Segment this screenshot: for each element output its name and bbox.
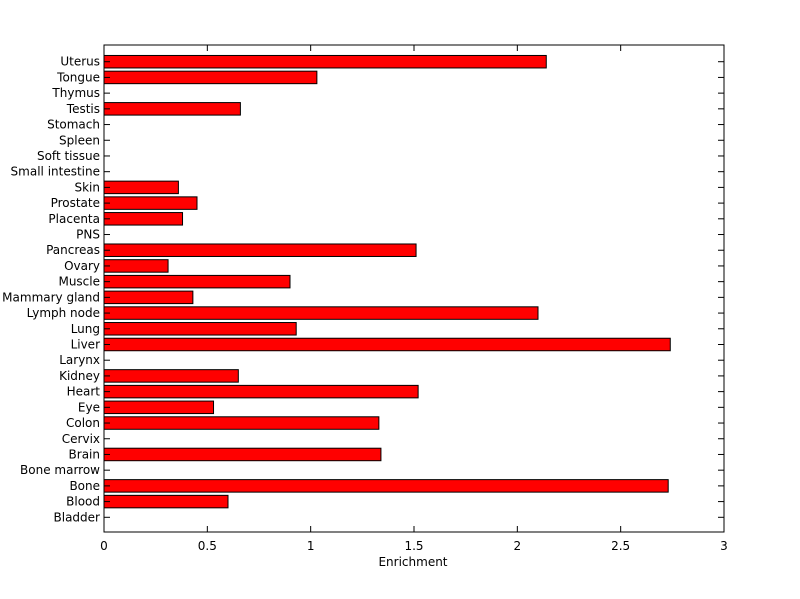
y-tick-label-pns: PNS xyxy=(76,228,100,242)
y-tick-label-liver: Liver xyxy=(71,337,101,351)
y-tick-label-brain: Brain xyxy=(69,447,100,461)
y-tick-label-muscle: Muscle xyxy=(58,275,100,289)
x-tick-label: 0 xyxy=(100,539,108,553)
bar-tongue xyxy=(103,70,318,85)
bar-eye xyxy=(103,400,215,415)
bar-mammary-gland xyxy=(103,290,194,305)
x-tick-label: 2 xyxy=(514,539,522,553)
y-tick-label-small-intestine: Small intestine xyxy=(11,165,100,179)
bar-skin xyxy=(103,180,179,195)
y-tick-label-pancreas: Pancreas xyxy=(46,243,100,257)
bar-placenta xyxy=(103,212,184,226)
y-tick-label-colon: Colon xyxy=(66,416,100,430)
bar-lung xyxy=(103,322,297,336)
x-tick-label: 0.5 xyxy=(198,539,217,553)
bar-bone xyxy=(103,479,669,493)
y-tick-label-heart: Heart xyxy=(67,385,101,399)
bar-blood xyxy=(103,494,229,509)
plot-frame xyxy=(103,44,725,533)
y-tick-label-ovary: Ovary xyxy=(64,259,100,273)
y-tick-label-spleen: Spleen xyxy=(59,133,100,147)
y-tick-label-cervix: Cervix xyxy=(62,432,100,446)
x-axis-label: Enrichment xyxy=(378,555,447,569)
y-tick-label-thymus: Thymus xyxy=(51,86,100,100)
y-tick-label-skin: Skin xyxy=(74,180,100,194)
y-tick-label-eye: Eye xyxy=(78,400,100,414)
x-tick-label: 3 xyxy=(720,539,728,553)
bar-prostate xyxy=(103,196,198,210)
y-tick-label-kidney: Kidney xyxy=(59,369,100,383)
y-tick-label-stomach: Stomach xyxy=(47,118,100,132)
y-tick-label-testis: Testis xyxy=(66,102,100,116)
y-tick-label-bone: Bone xyxy=(69,479,100,493)
y-tick-label-uterus: Uterus xyxy=(60,55,100,69)
x-tick-label: 1.5 xyxy=(404,539,423,553)
x-tick-label: 2.5 xyxy=(611,539,630,553)
bar-heart xyxy=(103,384,419,399)
bar-testis xyxy=(103,102,241,116)
y-tick-label-placenta: Placenta xyxy=(48,212,100,226)
bar-lymph-node xyxy=(103,306,539,320)
y-tick-label-larynx: Larynx xyxy=(59,353,100,367)
bar-kidney xyxy=(103,369,239,383)
bar-colon xyxy=(103,416,380,430)
x-tick-label: 1 xyxy=(307,539,315,553)
y-tick-label-lung: Lung xyxy=(71,322,100,336)
bar-ovary xyxy=(103,259,169,273)
y-tick-label-tongue: Tongue xyxy=(56,70,100,84)
bar-uterus xyxy=(103,54,547,69)
x-tick-labels: 0 0.5 1 1.5 2 2.5 3 xyxy=(100,539,728,553)
bar-brain xyxy=(103,447,382,462)
y-tick-label-mammary-gland: Mammary gland xyxy=(2,290,100,304)
y-tick-label-prostate: Prostate xyxy=(51,196,100,210)
bar-liver xyxy=(103,337,671,352)
y-tick-label-bone-marrow: Bone marrow xyxy=(20,463,100,477)
bar-muscle xyxy=(103,274,291,289)
bar-pancreas xyxy=(103,243,417,257)
y-tick-label-soft-tissue: Soft tissue xyxy=(37,149,100,163)
y-tick-label-bladder: Bladder xyxy=(54,510,101,524)
y-tick-label-lymph-node: Lymph node xyxy=(27,306,100,320)
y-tick-label-blood: Blood xyxy=(66,495,100,509)
